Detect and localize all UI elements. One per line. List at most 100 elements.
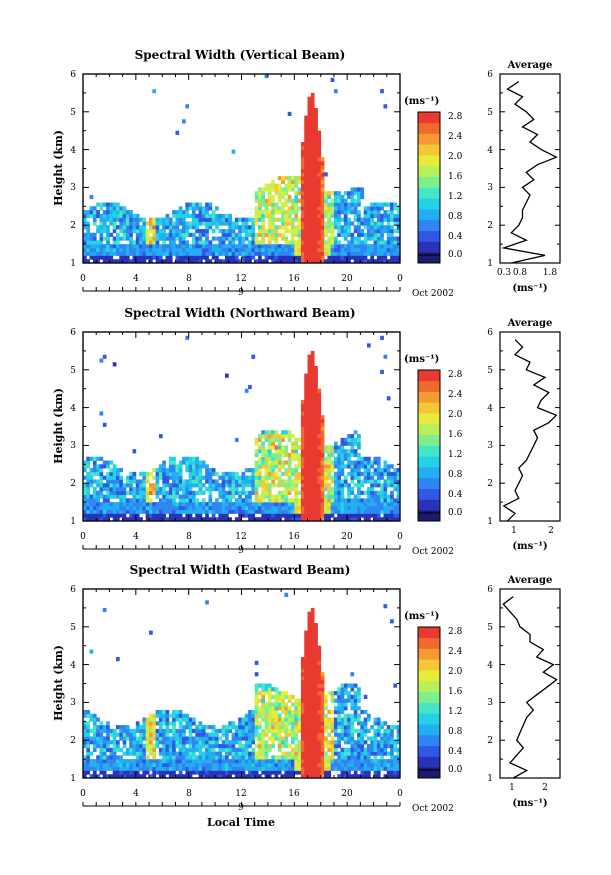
- heatmap-cell: [149, 259, 153, 264]
- heatmap-cell: [287, 456, 292, 461]
- heatmap-cell: [215, 766, 219, 771]
- heatmap-cell: [254, 490, 259, 495]
- heatmap-cell: [300, 460, 305, 465]
- heatmap-cell: [314, 664, 318, 669]
- heatmap-cell: [267, 774, 272, 779]
- heatmap-cell: [244, 251, 249, 256]
- heatmap-cell: [294, 517, 299, 522]
- heatmap-cell: [135, 725, 140, 730]
- heatmap-cell: [271, 475, 275, 480]
- heatmap-cell: [300, 664, 305, 669]
- heatmap-cell: [300, 236, 305, 241]
- heatmap-cell: [291, 217, 295, 222]
- heatmap-cell: [178, 494, 183, 499]
- heatmap-cell: [106, 202, 110, 207]
- heatmap-cell: [274, 191, 279, 196]
- heatmap-cell: [102, 762, 107, 768]
- heatmap-cell: [92, 766, 97, 771]
- heatmap-cell: [251, 225, 256, 230]
- heatmap-cell: [86, 225, 90, 230]
- heatmap-cell: [320, 415, 325, 420]
- heatmap-cell: [234, 736, 239, 741]
- heatmap-cell: [333, 717, 338, 722]
- heatmap-cell: [370, 460, 374, 465]
- heatmap-cell: [274, 240, 279, 245]
- heatmap-cell: [238, 766, 242, 771]
- heatmap-cell: [116, 743, 120, 749]
- heatmap-cell: [314, 187, 318, 192]
- heatmap-cell: [347, 244, 351, 249]
- heatmap-cell: [314, 259, 318, 264]
- heatmap-cell: [291, 206, 295, 211]
- heatmap-cell: [168, 494, 173, 499]
- heatmap-cell: [211, 505, 216, 511]
- heatmap-cell: [195, 206, 199, 211]
- heatmap-cell: [363, 502, 368, 507]
- heatmap-cell: [274, 464, 279, 469]
- heatmap-cell: [304, 172, 308, 177]
- heatmap-cell: [158, 221, 163, 226]
- heatmap-cell: [135, 740, 140, 745]
- heatmap-cell: [274, 456, 279, 461]
- heatmap-cell: [297, 187, 302, 192]
- heatmap-cell: [304, 675, 308, 681]
- heatmap-cell: [205, 509, 209, 514]
- heatmap-cell: [264, 770, 269, 775]
- heatmap-cell: [248, 240, 252, 245]
- heatmap-cell: [307, 611, 312, 616]
- heatmap-cell: [271, 232, 275, 237]
- heatmap-cell: [366, 494, 371, 499]
- heatmap-cell: [300, 247, 305, 253]
- heatmap-cell: [370, 751, 374, 756]
- heatmap-cell: [175, 479, 180, 484]
- heatmap-cell: [277, 728, 282, 734]
- heatmap-cell: [300, 251, 305, 256]
- heatmap-cell: [139, 486, 143, 492]
- heatmap-cell: [343, 475, 348, 480]
- heatmap-cell: [258, 471, 262, 477]
- heatmap-cell: [304, 202, 308, 207]
- heatmap-cell: [304, 728, 308, 734]
- heatmap-cell: [221, 766, 226, 771]
- heatmap-cell: [125, 732, 130, 737]
- heatmap-cell: [228, 509, 232, 514]
- heatmap-cell: [393, 483, 398, 488]
- heatmap-cell: [89, 505, 94, 511]
- heatmap-cell: [317, 407, 322, 412]
- heatmap-cell: [300, 713, 305, 718]
- heatmap-cell: [314, 641, 318, 647]
- heatmap-cell: [324, 694, 328, 700]
- heatmap-cell: [162, 240, 166, 245]
- heatmap-cell: [185, 747, 190, 752]
- heatmap-cell: [99, 483, 104, 488]
- heatmap-cell: [211, 509, 216, 514]
- heatmap-cell: [155, 479, 160, 484]
- heatmap-cell: [185, 104, 190, 109]
- heatmap-cell: [182, 479, 186, 484]
- heatmap-cell: [314, 126, 318, 132]
- heatmap-cell: [152, 717, 157, 722]
- heatmap-cell: [149, 740, 153, 745]
- heatmap-cell: [310, 415, 315, 420]
- heatmap-cell: [132, 517, 137, 522]
- profile-unit: (ms⁻¹): [512, 541, 547, 552]
- heatmap-cell: [314, 232, 318, 237]
- heatmap-cell: [271, 759, 275, 764]
- heatmap-cell: [297, 751, 302, 756]
- heatmap-cell: [116, 251, 120, 256]
- heatmap-cell: [152, 236, 157, 241]
- heatmap-cell: [112, 475, 117, 480]
- heatmap-cell: [314, 509, 318, 514]
- heatmap-cell: [175, 740, 180, 745]
- heatmap-cell: [327, 202, 332, 207]
- heatmap-cell: [281, 213, 285, 219]
- heatmap-cell: [261, 213, 266, 219]
- heatmap-cell: [353, 483, 358, 488]
- heatmap-cell: [340, 437, 345, 443]
- heatmap-cell: [162, 460, 166, 465]
- heatmap-cell: [304, 418, 308, 424]
- heatmap-cell: [261, 445, 266, 450]
- heatmap-cell: [304, 468, 308, 473]
- heatmap-cell: [83, 725, 87, 730]
- heatmap-cell: [383, 513, 388, 518]
